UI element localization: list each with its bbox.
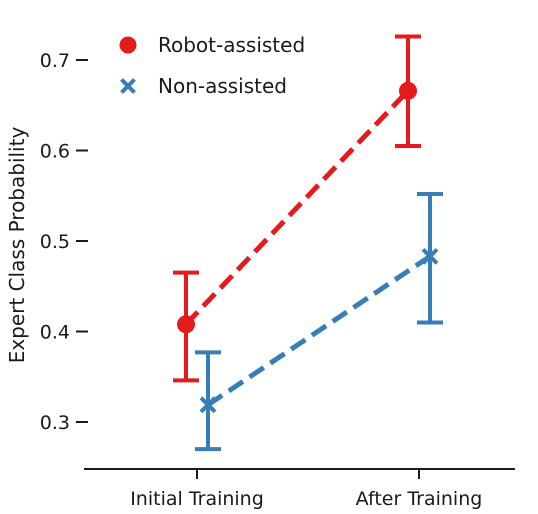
legend-item: Non-assisted	[120, 74, 287, 98]
marker-stroke	[421, 247, 439, 265]
x-axis: Initial Training After Training	[84, 468, 515, 510]
y-tick-label: 0.7	[40, 50, 70, 72]
y-tick-label: 0.3	[40, 412, 70, 434]
legend-label: Robot-assisted	[158, 33, 305, 57]
legend: Robot-assisted Non-assisted	[119, 33, 305, 98]
y-axis: 0.3 0.4 0.5 0.6 0.7	[40, 50, 88, 434]
data-point	[177, 315, 195, 334]
x-tick-label: After Training	[356, 488, 483, 510]
data-point	[399, 81, 417, 100]
legend-item: Robot-assisted	[119, 33, 305, 57]
legend-marker	[119, 36, 137, 54]
y-tick-label: 0.6	[40, 141, 70, 163]
series-0	[173, 34, 421, 383]
series-line	[184, 89, 410, 326]
x-tick-label: Initial Training	[130, 488, 264, 510]
marker-stroke	[199, 396, 217, 414]
data-point	[421, 247, 439, 265]
legend-marker	[120, 78, 136, 94]
y-tick-label: 0.5	[40, 231, 70, 253]
y-tick-label: 0.4	[40, 322, 70, 344]
legend-label: Non-assisted	[158, 74, 287, 98]
data-point	[199, 396, 217, 414]
y-axis-label: Expert Class Probability	[5, 127, 29, 364]
series-1	[195, 191, 443, 452]
series-layer	[173, 34, 443, 452]
series-line	[206, 254, 432, 407]
